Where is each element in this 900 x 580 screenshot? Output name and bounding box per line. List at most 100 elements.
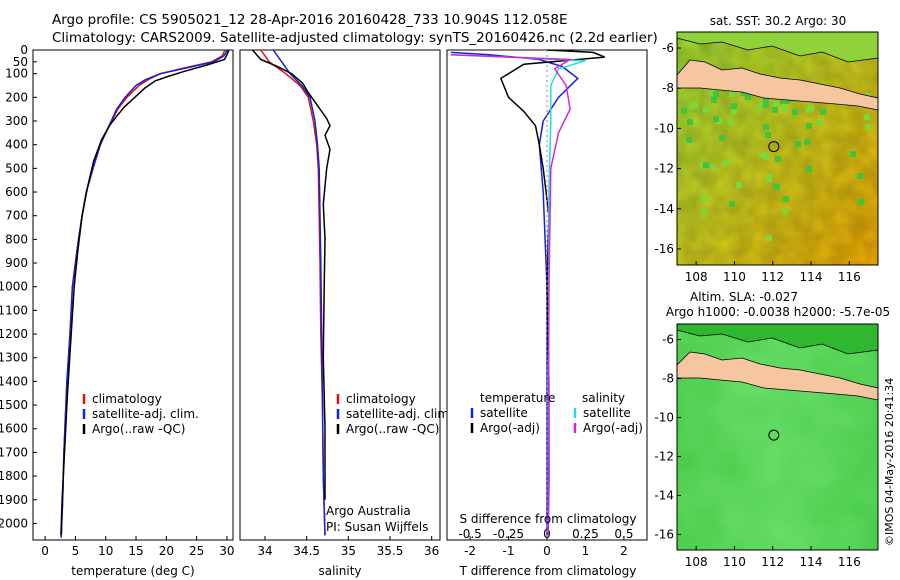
- temp-y-tick-label: 1200: [0, 327, 28, 341]
- temp-y-tick-label: 50: [13, 55, 28, 69]
- sst-cloud-pixel: [719, 135, 725, 141]
- sst-cloud-pixel: [759, 152, 765, 158]
- diff-legend-label: Argo(-adj): [583, 421, 643, 435]
- diff-x-tick-label: -1: [503, 544, 515, 558]
- diff-x-tick-label: -2: [464, 544, 476, 558]
- sst-cloud-pixel: [763, 124, 769, 130]
- sal-series-2-line: [251, 49, 331, 500]
- sst-cloud-pixel: [713, 116, 719, 122]
- sst-y-tick-label: -6: [662, 41, 674, 55]
- sst-cloud-pixel: [784, 98, 790, 104]
- temp-y-tick-label: 900: [5, 256, 28, 270]
- figure-title-line2: Climatology: CARS2009. Satellite-adjuste…: [52, 30, 658, 46]
- sst-cloud-pixel: [713, 91, 719, 97]
- temp-y-tick-label: 1400: [0, 374, 28, 388]
- sst-cloud-pixel: [780, 98, 786, 104]
- sst-map-panel: sat. SST: 30.2 Argo: 30 -6 -8 -10 -12 -14 -16…: [654, 14, 879, 284]
- temp-y-tick-label: 1700: [0, 445, 28, 459]
- sst-cloud-pixel: [820, 109, 826, 115]
- sst-x-tick-label: 114: [800, 270, 823, 284]
- sst-cloud-pixel: [731, 109, 737, 115]
- sla-y-tick-label: -6: [662, 333, 674, 347]
- sst-map-frame: [676, 31, 879, 266]
- sst-cloud-pixel: [782, 209, 788, 215]
- sst-cloud-pixel: [783, 196, 789, 202]
- sst-cloud-pixel: [736, 182, 742, 188]
- sst-y-tick-label: -10: [654, 121, 674, 135]
- sst-y-tick-label: -14: [654, 202, 674, 216]
- sst-cloud-pixel: [795, 141, 801, 147]
- sla-y-tick-label: -10: [654, 411, 674, 425]
- diff-bottom-x-label: T difference from climatology: [459, 564, 637, 578]
- diff-top-tick-label: -0.5: [458, 527, 481, 541]
- diff-legend-label: satellite: [480, 406, 528, 420]
- temp-y-tick-label: 1000: [0, 280, 28, 294]
- temp-y-tick-label: 700: [5, 209, 28, 223]
- sla-x-tick-label: 110: [723, 555, 746, 569]
- sal-x-tick-label: 36: [424, 544, 439, 558]
- sst-cloud-pixel: [763, 154, 769, 160]
- sst-cloud-pixel: [806, 166, 812, 172]
- sal-x-tick-label: 34: [257, 544, 272, 558]
- sst-cloud-pixel: [763, 96, 769, 102]
- temp-series-2-line: [60, 49, 230, 536]
- sst-cloud-pixel: [741, 90, 747, 96]
- sst-cloud-pixel: [782, 106, 788, 112]
- temp-x-tick-label: 25: [189, 544, 204, 558]
- salinity-x-label: salinity: [318, 564, 361, 578]
- temp-x-tick-label: 5: [72, 544, 80, 558]
- sla-y-tick-label: -14: [654, 488, 674, 502]
- sst-cloud-pixel: [857, 173, 863, 179]
- sla-map-frame: [676, 323, 879, 551]
- temp-y-tick-label: 1500: [0, 398, 28, 412]
- temp-y-tick-label: 2000: [0, 516, 28, 530]
- sst-cloud-pixel: [729, 201, 735, 207]
- sst-cloud-pixel: [687, 119, 693, 125]
- sst-cloud-pixel: [703, 107, 709, 113]
- sst-cloud-pixel: [850, 151, 856, 157]
- temp-y-tick-label: 600: [5, 185, 28, 199]
- sst-cloud-pixel: [731, 103, 737, 109]
- sla-map-title: Altim. SLA: -0.027: [690, 290, 798, 304]
- sst-cloud-pixel: [763, 102, 769, 108]
- temp-y-tick-label: 1800: [0, 469, 28, 483]
- sst-argo-marker: [768, 141, 780, 153]
- sst-cloud-pixel: [775, 156, 781, 162]
- sal-legend-label: climatology: [346, 392, 416, 406]
- sal-series-1-line: [272, 49, 326, 536]
- diff-top-tick-label: 0.25: [572, 527, 599, 541]
- diff-legend-label: satellite: [583, 406, 631, 420]
- temp-y-tick-label: 500: [5, 161, 28, 175]
- sal-x-tick-label: 34.5: [293, 544, 320, 558]
- sst-cloud-pixel: [701, 210, 707, 216]
- diff-legend-title-salinity: salinity: [582, 391, 625, 405]
- sst-cloud-pixel: [774, 184, 780, 190]
- sst-cloud-pixel: [864, 114, 870, 120]
- sla-map-panel: Altim. SLA: -0.027 Argo h1000: -0.0038 h…: [654, 290, 890, 569]
- temp-x-tick-label: 0: [41, 544, 49, 558]
- sla-x-tick-label: 114: [800, 555, 823, 569]
- sst-y-tick-label: -8: [662, 81, 674, 95]
- temp-y-tick-label: 1100: [0, 303, 28, 317]
- diff-legend-label: Argo(-adj): [480, 421, 540, 435]
- sst-cloud-pixel: [792, 109, 798, 115]
- temp-y-tick-label: 800: [5, 232, 28, 246]
- temp-y-tick-label: 300: [5, 114, 28, 128]
- sst-cloud-pixel: [729, 91, 735, 97]
- sst-cloud-pixel: [686, 137, 692, 143]
- diff-top-tick-label: 0.5: [614, 527, 633, 541]
- temp-x-tick-label: 15: [128, 544, 143, 558]
- temp-y-tick-label: 1300: [0, 351, 28, 365]
- sst-cloud-pixel: [858, 199, 864, 205]
- sal-legend-label: Argo(..raw -QC): [346, 422, 439, 436]
- sst-cloud-pixel: [701, 195, 707, 201]
- sal-legend-label: satellite-adj. clim.: [346, 407, 453, 421]
- sst-cloud-pixel: [865, 124, 871, 130]
- sst-cloud-pixel: [772, 107, 778, 113]
- sla-x-tick-label: 112: [761, 555, 784, 569]
- sla-map-subtitle: Argo h1000: -0.0038 h2000: -5.7e-05: [666, 305, 890, 319]
- sst-cloud-pixel: [806, 107, 812, 113]
- diff-legend-title-temperature: temperature: [480, 391, 555, 405]
- temp-x-tick-label: 10: [98, 544, 113, 558]
